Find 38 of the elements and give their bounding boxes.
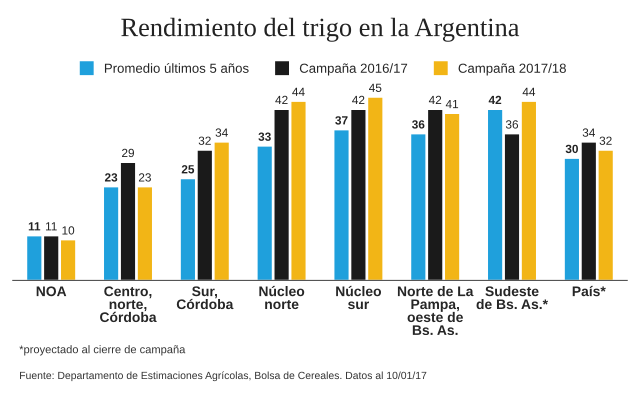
data-label: 42 (275, 96, 288, 104)
data-label: 29 (122, 148, 134, 158)
data-label: 32 (600, 136, 612, 145)
x-tick-label: Norte de La Pampa, oeste de Bs. As. (398, 286, 474, 336)
x-tick-label: País* (572, 286, 606, 296)
data-label: 11 (46, 222, 57, 230)
legend-label: Campaña 2017/18 (458, 63, 566, 76)
data-label: 33 (258, 132, 271, 141)
data-label: 44 (292, 88, 305, 96)
data-label: 32 (198, 136, 211, 145)
x-tick-label: NOA (36, 286, 66, 296)
data-label: 36 (506, 120, 518, 129)
data-label: 30 (566, 144, 578, 154)
chart-title: Rendimiento del trigo en la Argentina (121, 18, 520, 42)
data-label: 25 (182, 165, 194, 174)
data-label: 42 (488, 96, 502, 104)
x-tick-label: Sudeste de Bs. As.* (476, 286, 548, 310)
data-label: 37 (335, 116, 348, 125)
x-tick-label: Sur, Córdoba (176, 286, 234, 310)
data-label: 23 (138, 173, 151, 182)
x-tick-label: Centro, norte, Córdoba (100, 286, 157, 322)
data-label: 10 (62, 226, 74, 235)
data-label: 41 (446, 100, 458, 108)
legend-label: Campaña 2016/17 (300, 63, 408, 76)
source-note: Fuente: Departamento de Estimaciones Agrícolas, Bolsa de Cereales. Datos al 10/01/17 (20, 371, 426, 382)
data-label: 23 (104, 173, 118, 182)
data-label: 44 (522, 88, 536, 96)
text: *proyectado al cierre de campaña (19, 345, 186, 356)
data-label: 11 (28, 222, 40, 230)
data-label: 34 (216, 128, 228, 137)
data-label: 42 (428, 96, 442, 104)
x-tick-label: Núcleo norte (259, 286, 304, 310)
data-label: 36 (412, 120, 424, 129)
data-label: 34 (582, 128, 596, 137)
data-label: 45 (369, 84, 382, 92)
x-tick-label: Núcleo sur (336, 286, 382, 310)
data-label: 42 (352, 96, 364, 104)
legend-label: Promedio últimos 5 años (104, 63, 249, 73)
